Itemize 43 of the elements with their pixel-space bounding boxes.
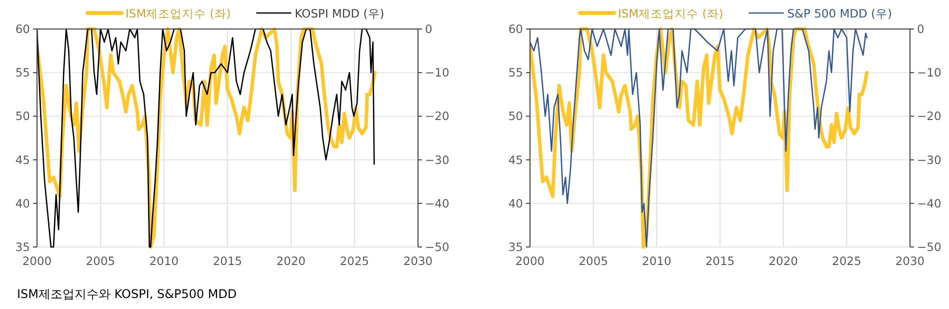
y-tick-label: 55 [508,66,523,80]
x-tick-label: 2030 [403,254,433,268]
y-tick-label: 50 [508,109,523,124]
text: ISM제조업지수와 KOSPI, S&P500 MDD [17,287,237,301]
y-tick-label: 45 [15,152,30,167]
x-tick-label: 2015 [705,254,735,268]
y-tick-label: 35 [508,240,523,254]
y2-tick-label: −20 [917,109,942,124]
y2-tick-label: −30 [425,152,450,167]
y-tick-label: 55 [15,66,30,80]
x-tick-label: 2030 [895,254,925,268]
x-tick-label: 2015 [212,254,242,268]
legend-label: ISM제조업지수 (좌) [126,6,231,20]
y-tick-label: 45 [508,152,523,167]
legend-label: KOSPI MDD (우) [294,6,384,20]
x-tick-label: 2005 [578,254,608,268]
y-tick-label: 60 [15,22,30,36]
y2-tick-label: −40 [425,196,450,210]
x-tick-label: 2010 [149,254,179,268]
y2-tick-label: 0 [425,22,432,36]
x-tick-label: 2010 [642,254,672,268]
y-tick-label: 40 [508,196,523,210]
y-tick-label: 35 [15,240,30,254]
y-tick-label: 40 [15,196,30,210]
x-tick-label: 2000 [515,254,545,268]
x-tick-label: 2005 [86,254,116,268]
y2-tick-label: −40 [917,196,942,210]
legend-label: ISM제조업지수 (좌) [618,6,724,20]
y2-tick-label: −20 [425,109,450,124]
x-tick-label: 2020 [276,254,306,268]
x-tick-label: 2020 [768,254,798,268]
y2-tick-label: −10 [425,66,450,80]
y-tick-label: 50 [15,109,30,124]
x-tick-label: 2025 [340,254,370,268]
y2-tick-label: −30 [917,152,942,167]
y2-tick-label: 0 [917,22,924,36]
x-tick-label: 2000 [22,254,52,268]
legend-label: S&P 500 MDD (우) [787,6,892,20]
y2-tick-label: −50 [425,240,450,254]
x-tick-label: 2025 [832,254,862,268]
y2-tick-label: −10 [917,66,942,80]
y2-tick-label: −50 [917,240,942,254]
y-tick-label: 60 [508,22,523,36]
